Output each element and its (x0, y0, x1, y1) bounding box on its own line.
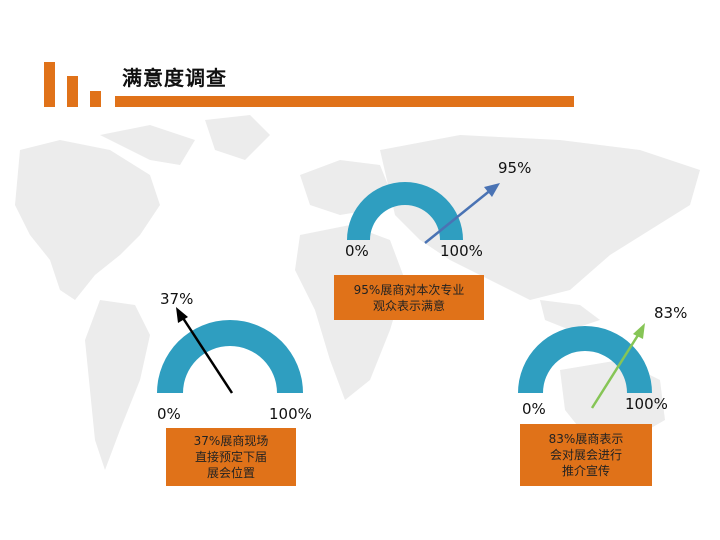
caption-line: 95%展商对本次专业 (353, 282, 465, 297)
title-underline (115, 96, 574, 107)
gauge-value-label: 95% (498, 159, 532, 177)
gauge-max-label: 100% (625, 395, 668, 413)
caption-line: 83%展商表示 (548, 432, 624, 446)
caption-line: 推介宣传 (561, 464, 610, 478)
gauge-arrow (590, 323, 645, 409)
caption-line: 37%展商现场 (193, 434, 269, 448)
gauge-arrow (424, 183, 500, 244)
gauge-value-label: 37% (160, 290, 194, 308)
gauge-min-label: 0% (522, 400, 546, 418)
caption-line: 观众表示满意 (372, 298, 445, 313)
page-title: 满意度调查 (122, 66, 227, 90)
gauge-caption: 95%展商对本次专业 观众表示满意 (334, 275, 484, 320)
gauge-max-label: 100% (269, 405, 312, 423)
gauge-arrow (176, 307, 234, 394)
gauge-value-label: 83% (654, 304, 688, 322)
caption-line: 展会位置 (206, 466, 255, 480)
gauge-max-label: 100% (440, 242, 483, 260)
gauge-arc (518, 326, 652, 393)
gauge-arc (157, 320, 303, 393)
gauge-min-label: 0% (157, 405, 181, 423)
gauge-arc (347, 182, 463, 240)
gauge-caption: 37%展商现场 直接预定下届 展会位置 (166, 428, 296, 486)
gauge-min-label: 0% (345, 242, 369, 260)
caption-line: 会对展会进行 (549, 448, 622, 462)
gauge-caption: 83%展商表示 会对展会进行 推介宣传 (520, 424, 652, 486)
caption-line: 直接预定下届 (194, 450, 267, 464)
